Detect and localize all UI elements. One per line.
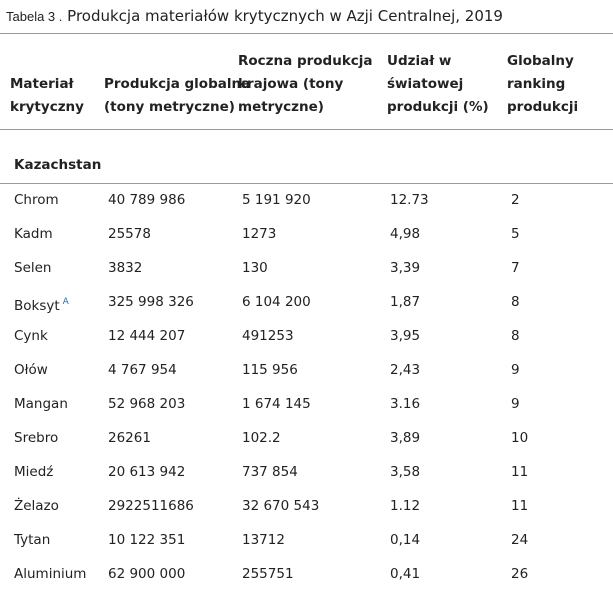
table-row: Mangan 52 968 203 1 674 145 3.16 9: [0, 387, 613, 421]
material-name: Żelazo: [14, 498, 59, 514]
material-name: Tytan: [14, 532, 51, 548]
material-name: Chrom: [14, 192, 59, 208]
cell-global-ranking: 24: [511, 532, 529, 548]
group-rule: [0, 183, 613, 184]
table-row: Ołów 4 767 954 115 956 2,43 9: [0, 353, 613, 387]
cell-global-ranking: 11: [511, 498, 529, 514]
cell-world-share: 1.12: [390, 498, 421, 514]
cell-world-share: 3.16: [390, 396, 421, 412]
material-name: Boksyt: [14, 298, 60, 314]
cell-material: Srebro: [14, 421, 58, 455]
cell-material: Mangan: [14, 387, 68, 421]
cell-global-production: 325 998 326: [108, 294, 194, 310]
cell-global-production: 3832: [108, 260, 143, 276]
cell-world-share: 3,39: [390, 260, 421, 276]
cell-world-share: 3,89: [390, 430, 421, 446]
cell-material: Boksyt A: [14, 285, 69, 323]
header-global-ranking: Globalny ranking produkcji: [507, 53, 579, 115]
material-name: Srebro: [14, 430, 59, 446]
cell-national-production: 5 191 920: [242, 192, 311, 208]
table-row: Selen 3832 130 3,39 7: [0, 251, 613, 285]
table-header: Materiał krytyczny Produkcja globalna (t…: [0, 45, 613, 129]
table-row: Chrom 40 789 986 5 191 920 12.73 2: [0, 183, 613, 217]
table-caption: Tabela 3 . Produkcja materiałów krytyczn…: [6, 7, 503, 25]
cell-global-production: 25578: [108, 226, 151, 242]
table-row: Aluminium 62 900 000 255751 0,41 26: [0, 557, 613, 591]
cell-world-share: 1,87: [390, 294, 421, 310]
cell-global-ranking: 11: [511, 464, 529, 480]
table-number: Tabela 3 .: [6, 9, 63, 24]
cell-global-production: 4 767 954: [108, 362, 177, 378]
table-row: Srebro 26261 102.2 3,89 10: [0, 421, 613, 455]
cell-national-production: 13712: [242, 532, 285, 548]
material-name: Ołów: [14, 362, 48, 378]
cell-global-production: 52 968 203: [108, 396, 186, 412]
cell-national-production: 6 104 200: [242, 294, 311, 310]
material-name: Miedź: [14, 464, 54, 480]
material-name: Cynk: [14, 328, 48, 344]
cell-global-ranking: 9: [511, 362, 520, 378]
cell-global-ranking: 8: [511, 328, 520, 344]
cell-global-ranking: 26: [511, 566, 529, 582]
cell-global-production: 26261: [108, 430, 151, 446]
group-heading: Kazachstan: [14, 157, 102, 173]
cell-material: Chrom: [14, 183, 59, 217]
cell-world-share: 3,58: [390, 464, 421, 480]
header-rule: [0, 129, 613, 130]
cell-global-production: 10 122 351: [108, 532, 186, 548]
cell-national-production: 102.2: [242, 430, 281, 446]
material-name: Kadm: [14, 226, 53, 242]
cell-global-ranking: 7: [511, 260, 520, 276]
footnote-link[interactable]: A: [62, 297, 69, 307]
cell-global-production: 62 900 000: [108, 566, 186, 582]
cell-world-share: 4,98: [390, 226, 421, 242]
cell-material: Ołów: [14, 353, 48, 387]
cell-national-production: 491253: [242, 328, 294, 344]
cell-national-production: 737 854: [242, 464, 298, 480]
table-row: Kadm 25578 1273 4,98 5: [0, 217, 613, 251]
cell-global-production: 40 789 986: [108, 192, 186, 208]
cell-world-share: 2,43: [390, 362, 421, 378]
cell-global-ranking: 2: [511, 192, 520, 208]
table-row: Boksyt A 325 998 326 6 104 200 1,87 8: [0, 285, 613, 319]
table-row: Żelazo 2922511686 32 670 543 1.12 11: [0, 489, 613, 523]
cell-material: Tytan: [14, 523, 50, 557]
cell-material: Żelazo: [14, 489, 59, 523]
cell-national-production: 1273: [242, 226, 277, 242]
material-name: Mangan: [14, 396, 68, 412]
top-rule: [0, 33, 613, 34]
cell-global-ranking: 8: [511, 294, 520, 310]
cell-national-production: 130: [242, 260, 268, 276]
header-world-share: Udział w światowej produkcji (%): [387, 53, 489, 115]
cell-national-production: 1 674 145: [242, 396, 311, 412]
cell-national-production: 255751: [242, 566, 294, 582]
cell-world-share: 12.73: [390, 192, 429, 208]
cell-world-share: 3,95: [390, 328, 421, 344]
cell-global-production: 12 444 207: [108, 328, 186, 344]
table-row: Cynk 12 444 207 491253 3,95 8: [0, 319, 613, 353]
cell-material: Miedź: [14, 455, 53, 489]
header-national-production: Roczna produkcja krajowa (tony metryczne…: [238, 53, 373, 115]
material-name: Aluminium: [14, 566, 87, 582]
table-row: Miedź 20 613 942 737 854 3,58 11: [0, 455, 613, 489]
header-global-production: Produkcja globalna (tony metryczne): [104, 76, 251, 115]
cell-world-share: 0,41: [390, 566, 421, 582]
cell-material: Cynk: [14, 319, 48, 353]
cell-global-ranking: 10: [511, 430, 529, 446]
material-name: Selen: [14, 260, 52, 276]
cell-global-ranking: 9: [511, 396, 520, 412]
cell-national-production: 32 670 543: [242, 498, 320, 514]
header-material: Materiał krytyczny: [10, 76, 84, 115]
table-title: Produkcja materiałów krytycznych w Azji …: [67, 7, 503, 25]
cell-global-ranking: 5: [511, 226, 520, 242]
cell-material: Aluminium: [14, 557, 86, 591]
cell-material: Selen: [14, 251, 52, 285]
cell-national-production: 115 956: [242, 362, 298, 378]
table-row: Tytan 10 122 351 13712 0,14 24: [0, 523, 613, 557]
cell-global-production: 20 613 942: [108, 464, 186, 480]
cell-material: Kadm: [14, 217, 53, 251]
cell-global-production: 2922511686: [108, 498, 194, 514]
cell-world-share: 0,14: [390, 532, 421, 548]
